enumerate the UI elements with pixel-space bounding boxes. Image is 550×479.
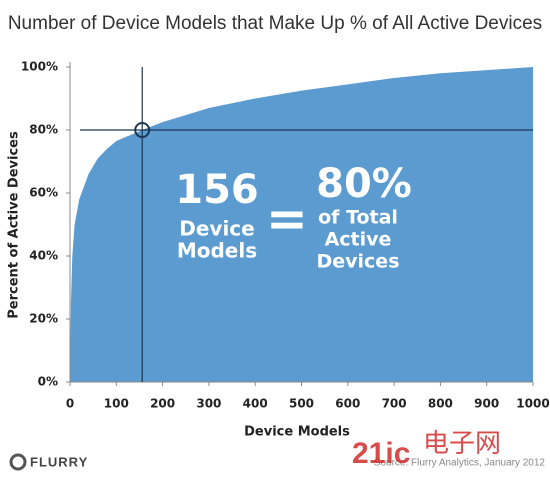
y-tick-label: 0% bbox=[38, 375, 58, 389]
annotation-count-label: Device bbox=[179, 217, 254, 241]
annotation-count: 156 bbox=[175, 167, 259, 213]
watermark: 电子网 bbox=[423, 428, 501, 458]
chart-title: Number of Device Models that Make Up % o… bbox=[8, 13, 542, 34]
annotation-share-label: Devices bbox=[316, 251, 399, 273]
y-tick-label: 80% bbox=[29, 123, 58, 137]
x-tick-label: 1000 bbox=[516, 397, 549, 411]
x-tick-label: 200 bbox=[150, 397, 175, 411]
annotation-share: 80% bbox=[316, 161, 412, 207]
x-tick-label: 600 bbox=[335, 397, 360, 411]
area bbox=[70, 67, 533, 382]
y-tick-label: 40% bbox=[29, 249, 58, 263]
x-axis-title: Device Models bbox=[244, 425, 350, 440]
x-tick-label: 500 bbox=[289, 397, 314, 411]
y-tick-label: 20% bbox=[29, 312, 58, 326]
y-tick-label: 60% bbox=[29, 186, 58, 200]
logo: FLURRY bbox=[30, 454, 88, 469]
watermark: 21ic bbox=[352, 437, 410, 470]
logo-icon bbox=[9, 453, 27, 471]
x-tick-label: 800 bbox=[428, 397, 453, 411]
x-tick-label: 400 bbox=[243, 397, 268, 411]
x-tick-label: 900 bbox=[474, 397, 499, 411]
x-tick-label: 100 bbox=[104, 397, 129, 411]
x-tick-label: 300 bbox=[196, 397, 221, 411]
annotation-equals: = bbox=[266, 190, 308, 248]
y-tick-label: 100% bbox=[21, 60, 58, 74]
x-tick-label: 0 bbox=[66, 397, 74, 411]
highlight-point bbox=[134, 122, 151, 138]
annotation-count-label: Models bbox=[177, 239, 257, 263]
x-tick-label: 700 bbox=[382, 397, 407, 411]
source: Source: Flurry Analytics, January 2012 bbox=[374, 458, 546, 469]
annotation-share-label: Active bbox=[325, 229, 392, 251]
annotation-share-label: of Total bbox=[318, 207, 398, 229]
plot-area: 0% 20% 40% 60% 80% 100% 0 100 200 300 400 500 600 700… bbox=[21, 60, 550, 411]
y-axis-title: Percent of Active Devices bbox=[7, 131, 22, 319]
